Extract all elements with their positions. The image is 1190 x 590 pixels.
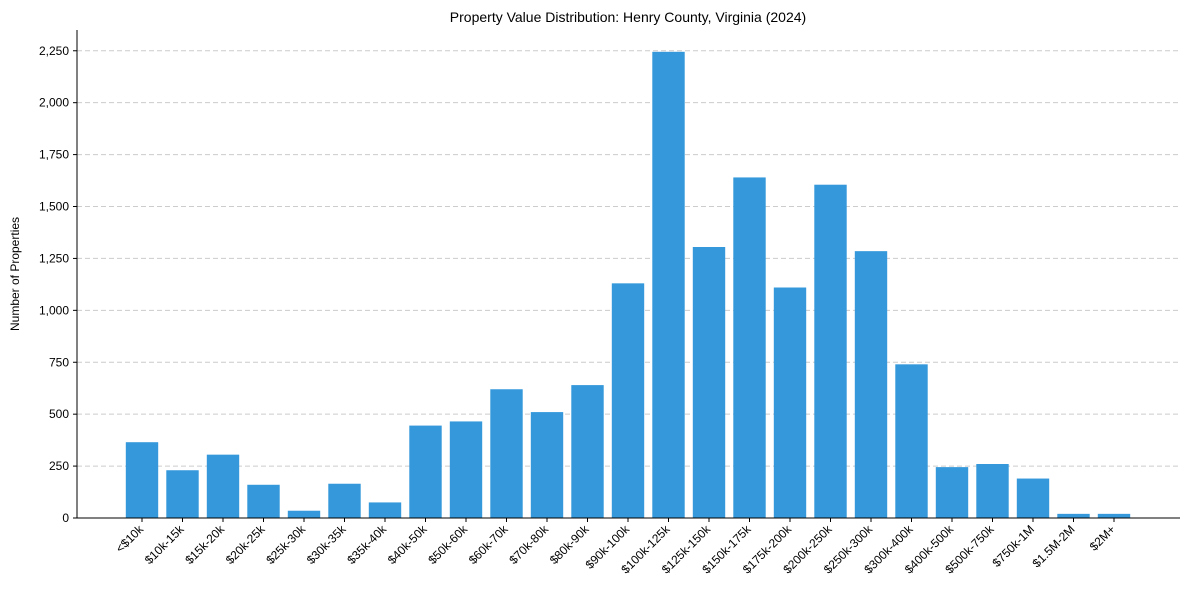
bar [611, 283, 645, 518]
bar [368, 502, 402, 518]
y-tick-label: 1,750 [39, 148, 69, 162]
bar [773, 287, 807, 518]
bar [247, 484, 280, 518]
bar [1057, 513, 1090, 518]
bar [652, 51, 685, 518]
y-tick-label: 2,250 [39, 44, 69, 58]
x-tick-label: $1.5M-2M [1030, 522, 1078, 570]
bar [287, 510, 321, 518]
y-tick-label: 2,000 [39, 96, 69, 110]
bar [733, 177, 766, 518]
x-tick-label: $750k-1M [989, 522, 1037, 570]
bars [125, 51, 1131, 518]
x-tick-label: $10k-15k [142, 522, 188, 568]
x-tick-label: $40k-50k [385, 522, 431, 568]
bar [490, 389, 523, 518]
y-tick-label: 1,250 [39, 251, 69, 265]
bar [814, 184, 847, 518]
x-tick-label: $50k-60k [425, 522, 471, 568]
x-tick-label: <$10k [113, 522, 147, 556]
bar [854, 251, 888, 518]
bar [166, 470, 199, 518]
x-tick-label: $60k-70k [466, 522, 512, 568]
x-tick-label: $15k-20k [182, 522, 228, 568]
x-tick-label: $20k-25k [223, 522, 269, 568]
x-tick-label: $70k-80k [506, 522, 552, 568]
bar [935, 467, 969, 518]
y-tick-label: 1,500 [39, 200, 69, 214]
y-tick-label: 0 [62, 511, 69, 525]
y-tick-label: 500 [49, 407, 69, 421]
bar [692, 247, 726, 518]
bar [976, 464, 1009, 518]
chart-title: Property Value Distribution: Henry Count… [450, 9, 806, 25]
bar [409, 425, 442, 518]
bar [1016, 478, 1050, 518]
bar [449, 421, 483, 518]
y-tick-label: 750 [49, 355, 69, 369]
y-axis-title: Number of Properties [8, 217, 22, 331]
bar [571, 385, 604, 518]
bar [895, 364, 928, 518]
bar [125, 442, 159, 518]
x-tick-label: $35k-40k [344, 522, 390, 568]
bar [328, 483, 361, 518]
x-tick-label: $30k-35k [304, 522, 350, 568]
bar [530, 412, 564, 518]
bar [1097, 513, 1131, 518]
x-tick-label: $2M+ [1087, 522, 1118, 553]
y-ticks: 0 250 500 750 1,000 1,250 1,500 1,750 2,000 2,250 [39, 44, 77, 525]
y-tick-label: 250 [49, 459, 69, 473]
bar [206, 454, 240, 518]
y-tick-label: 1,000 [39, 303, 69, 317]
x-ticks: <$10k$10k-15k$15k-20k$20k-25k$25k-30k$30… [113, 518, 1118, 576]
x-tick-label: $25k-30k [263, 522, 309, 568]
